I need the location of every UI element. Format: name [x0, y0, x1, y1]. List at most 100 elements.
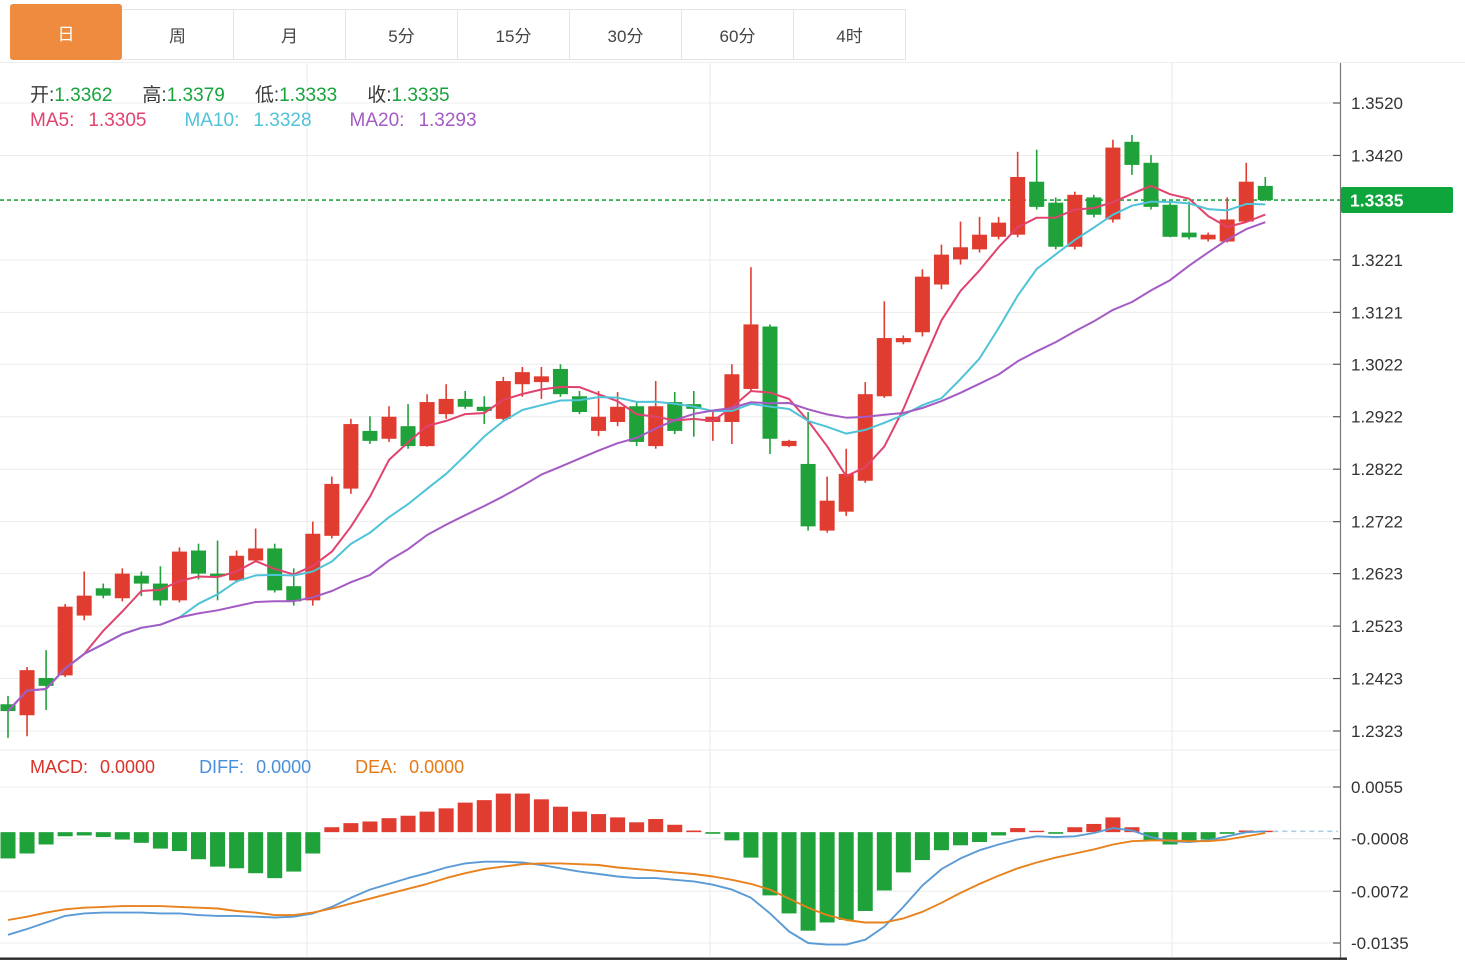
candle[interactable] [1238, 162, 1254, 223]
candle[interactable] [876, 301, 892, 398]
tab-60min[interactable]: 60分 [682, 9, 794, 60]
macd-bar [972, 832, 988, 843]
macd-bar [800, 832, 816, 931]
macd-bar [476, 800, 492, 833]
macd-bar [914, 832, 930, 861]
candle[interactable] [248, 528, 264, 563]
last-price-label: 1.3335 [1350, 191, 1404, 211]
candle[interactable] [552, 364, 568, 397]
candle[interactable] [914, 269, 930, 337]
candle[interactable] [953, 221, 968, 265]
candle[interactable] [838, 448, 854, 516]
candle[interactable] [95, 583, 111, 599]
price-tick-label: 1.3121 [1351, 303, 1403, 322]
tab-15min[interactable]: 15分 [458, 9, 570, 60]
macd-bar [286, 832, 302, 872]
candle[interactable] [438, 384, 454, 419]
candle[interactable] [781, 439, 797, 448]
candle-body [1200, 234, 1216, 240]
candle[interactable] [1200, 232, 1216, 242]
candle[interactable] [533, 366, 549, 399]
candle[interactable] [19, 666, 35, 737]
candle[interactable] [457, 391, 473, 409]
candle[interactable] [476, 396, 492, 425]
candle[interactable] [972, 216, 988, 253]
candle-body [1048, 202, 1064, 247]
candle[interactable] [933, 244, 949, 290]
macd-bar [1200, 832, 1216, 840]
macd-bar [0, 832, 16, 859]
candle[interactable] [210, 540, 226, 601]
candle[interactable] [419, 394, 435, 447]
candle-body [819, 500, 835, 531]
candle[interactable] [705, 412, 721, 441]
candle[interactable] [1010, 151, 1026, 238]
candle[interactable] [591, 391, 607, 437]
candle-body [381, 416, 397, 439]
macd-bar [953, 832, 968, 846]
tab-day[interactable]: 日 [10, 4, 122, 60]
macd-bar [819, 832, 835, 923]
candle[interactable] [152, 566, 168, 606]
candle-body [743, 324, 759, 389]
macd-bar [381, 818, 397, 833]
candle[interactable] [38, 650, 54, 711]
candle[interactable] [1048, 197, 1064, 250]
candle[interactable] [171, 547, 187, 603]
candle[interactable] [991, 216, 1007, 240]
candle-body [362, 430, 378, 441]
candle[interactable] [381, 406, 397, 442]
candle[interactable] [114, 568, 130, 602]
macd-tick-label: -0.0135 [1351, 934, 1409, 953]
macd-bar [229, 832, 245, 869]
candle[interactable] [800, 412, 816, 531]
tab-5min[interactable]: 5分 [346, 9, 458, 60]
candle[interactable] [648, 381, 664, 449]
tab-month[interactable]: 月 [234, 9, 346, 60]
macd-bar [1086, 823, 1102, 833]
candle[interactable] [324, 476, 340, 539]
candle[interactable] [229, 550, 245, 583]
dea-line [7, 832, 1266, 924]
candle-body [705, 416, 721, 422]
candle[interactable] [819, 476, 835, 533]
macd-histogram [0, 793, 1273, 931]
last-price-badge: 1.3335 [1341, 187, 1453, 214]
candle[interactable] [514, 366, 530, 397]
candle[interactable] [362, 416, 378, 445]
macd-bar [533, 799, 549, 833]
candle[interactable] [1124, 135, 1140, 175]
price-tick-label: 1.3221 [1351, 251, 1403, 270]
tab-30min[interactable]: 30分 [570, 9, 682, 60]
candle[interactable] [1086, 194, 1102, 218]
candle[interactable] [191, 543, 206, 580]
candle[interactable] [895, 335, 911, 345]
candle[interactable] [0, 695, 16, 738]
macd-bar [267, 832, 283, 879]
candle[interactable] [1181, 201, 1197, 240]
candle-body [933, 254, 949, 285]
candle[interactable] [572, 391, 587, 415]
candle[interactable] [667, 392, 683, 435]
macd-bar [95, 832, 111, 838]
candle[interactable] [1257, 176, 1273, 202]
candle[interactable] [133, 571, 149, 597]
open-label: 开: [30, 85, 55, 106]
candle[interactable] [76, 571, 92, 621]
tab-week[interactable]: 周 [122, 9, 234, 60]
candle[interactable] [1162, 201, 1178, 238]
macd-bar [705, 832, 721, 834]
macd-bar [648, 819, 664, 833]
candle[interactable] [305, 521, 321, 606]
tab-4hour[interactable]: 4时 [794, 9, 906, 60]
candle[interactable] [1029, 149, 1045, 210]
macd-bar [1048, 832, 1064, 834]
candle[interactable] [743, 267, 759, 392]
candle[interactable] [762, 324, 778, 454]
macd-bar [1181, 832, 1197, 843]
candle[interactable] [57, 604, 73, 677]
candle[interactable] [343, 418, 359, 494]
candle[interactable] [1105, 139, 1121, 223]
candle-body [305, 533, 321, 601]
